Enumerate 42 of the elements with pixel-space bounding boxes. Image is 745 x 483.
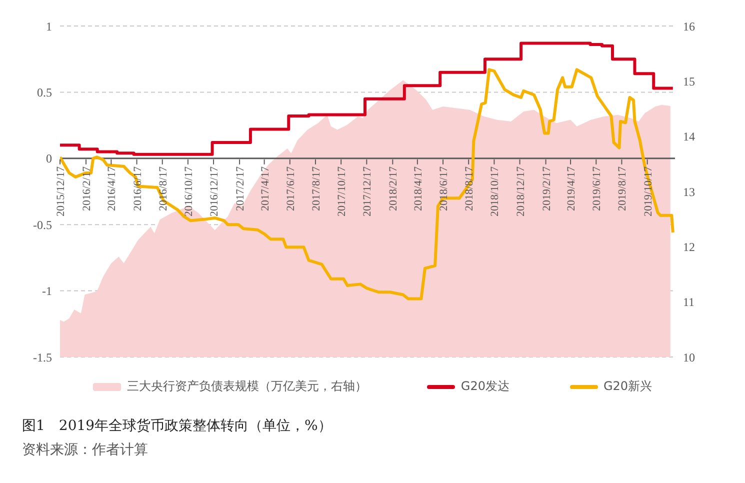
x-tick-label: 2018/10/17 — [489, 166, 502, 217]
x-tick-label: 2017/2/17 — [234, 166, 247, 212]
x-tick-label: 2016/8/17 — [157, 166, 170, 212]
legend-label: G20新兴 — [604, 378, 652, 395]
legend-label: 三大央行资产负债表规模（万亿美元，右轴） — [126, 378, 367, 395]
x-tick-label: 2017/6/17 — [284, 166, 297, 212]
legend-label: G20发达 — [460, 378, 510, 395]
y-tick-label: 1 — [46, 19, 52, 34]
x-tick-label: 2019/10/17 — [642, 166, 654, 217]
x-tick-label: 2016/10/17 — [182, 166, 195, 217]
x-tick-label: 2018/6/17 — [438, 166, 450, 212]
x-tick-label: 2019/4/17 — [566, 166, 578, 212]
x-tick-label: 2019/6/17 — [591, 166, 604, 212]
y2-tick-label: 15 — [683, 74, 695, 88]
y-tick-label: -1.5 — [33, 350, 52, 364]
x-tick-label: 2018/4/17 — [412, 166, 424, 212]
x-tick-label: 2017/8/17 — [310, 166, 322, 212]
y2-tick-label: 16 — [683, 19, 695, 34]
x-tick-label: 2018/12/17 — [514, 166, 527, 217]
x-tick-label: 2019/8/17 — [616, 166, 629, 212]
y2-tick-label: 10 — [683, 350, 695, 364]
y2-tick-label: 12 — [683, 240, 695, 254]
text: 资料来源：作者计算 — [22, 441, 149, 459]
x-tick-label: 2017/4/17 — [259, 166, 272, 212]
x-tick-label: 2018/8/17 — [464, 166, 476, 212]
x-tick-label: 2016/6/17 — [132, 166, 144, 212]
x-tick-label: 2015/12/17 — [55, 166, 67, 217]
y-tick-label: -0.5 — [33, 218, 52, 232]
text: 图1 2019年全球货币政策整体转向（单位，%） — [22, 417, 333, 435]
y2-tick-label: 13 — [683, 184, 695, 199]
y-tick-label: -1 — [42, 284, 52, 298]
x-tick-label: 2016/4/17 — [106, 166, 118, 212]
x-tick-label: 2019/2/17 — [540, 166, 553, 212]
y-tick-label: 0.5 — [37, 85, 52, 100]
x-tick-label: 2017/12/17 — [362, 166, 374, 217]
x-tick-label: 2016/2/17 — [81, 166, 94, 212]
y-tick-label: 0 — [46, 152, 52, 166]
x-tick-label: 2016/12/17 — [208, 166, 221, 217]
x-tick-label: 2017/10/17 — [336, 166, 348, 217]
y2-tick-label: 11 — [683, 295, 695, 310]
y2-tick-label: 14 — [683, 130, 695, 144]
x-tick-label: 2018/2/17 — [388, 166, 400, 212]
